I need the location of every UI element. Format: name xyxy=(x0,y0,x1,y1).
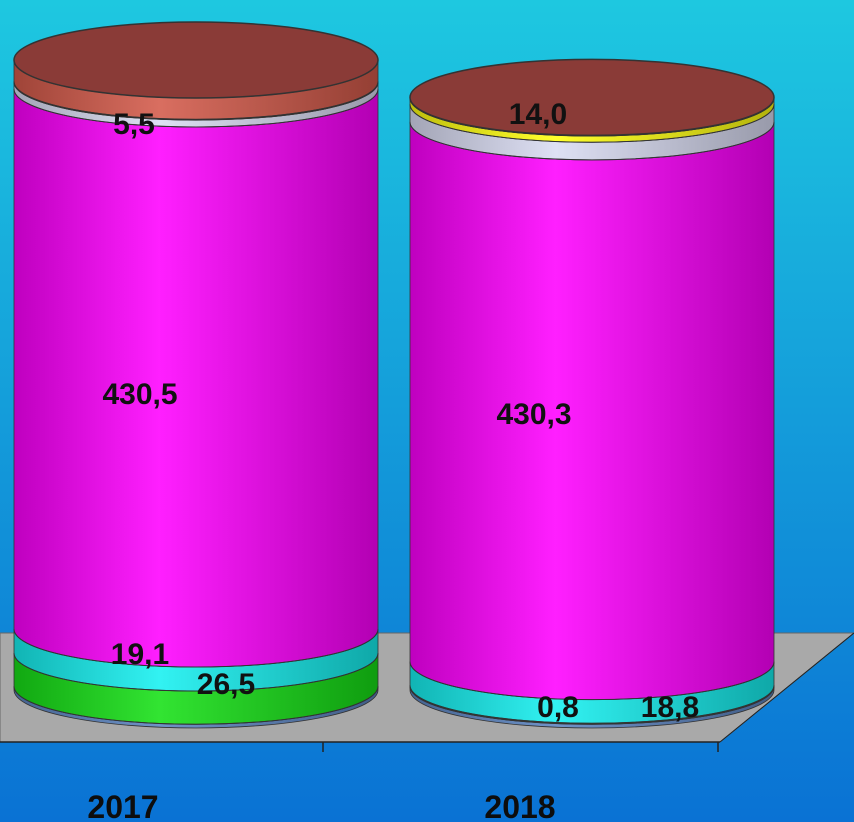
segment-edge xyxy=(13,629,379,668)
cylinder-2017 xyxy=(13,21,379,729)
floor-edge xyxy=(719,632,854,743)
category-labels-layer: 2017 2018 xyxy=(87,789,555,822)
data-labels-layer: 26,5 19,1 430,5 5,5 0,8 18,8 430,3 14,0 xyxy=(102,98,699,724)
segment-edge xyxy=(409,686,775,725)
data-label: 430,5 xyxy=(102,378,177,411)
cylinder-top-cap xyxy=(13,21,379,99)
segment-2017-3 xyxy=(13,88,379,668)
segment-edge xyxy=(13,652,379,692)
data-label: 19,1 xyxy=(111,638,169,671)
segment-edge xyxy=(409,685,775,724)
segment-edge xyxy=(13,81,379,120)
data-label: 26,5 xyxy=(197,668,255,701)
segment-edge xyxy=(13,82,379,121)
segment-edge xyxy=(409,104,775,143)
segment-edge xyxy=(409,661,775,701)
x-tick-label: 2018 xyxy=(484,789,555,822)
x-tick-label: 2017 xyxy=(87,789,158,822)
bars-layer xyxy=(13,21,775,729)
data-label: 18,8 xyxy=(641,691,699,724)
cylinder-top-cap xyxy=(409,58,775,137)
cylinder-2018 xyxy=(409,58,775,729)
data-label: 14,0 xyxy=(509,98,567,131)
data-label: 430,3 xyxy=(496,398,571,431)
segment-edge xyxy=(13,88,379,128)
segment-2018-3 xyxy=(409,121,775,701)
segment-edge xyxy=(409,121,775,161)
segment-edge xyxy=(13,686,379,725)
data-label: 5,5 xyxy=(113,108,155,141)
data-label: 0,8 xyxy=(537,691,579,724)
